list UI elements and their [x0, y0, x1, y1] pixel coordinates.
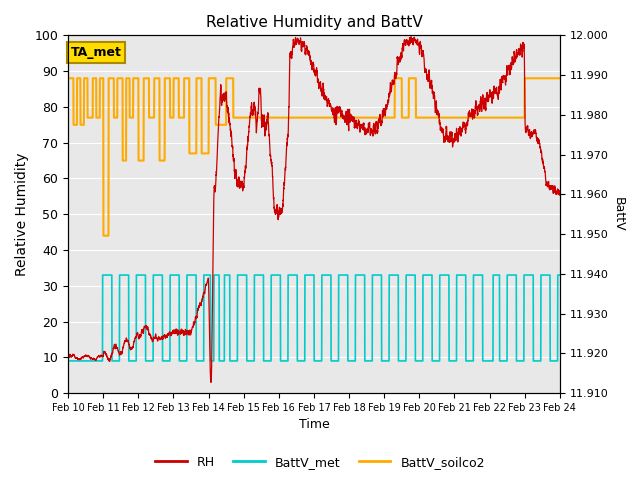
Y-axis label: BattV: BattV [612, 197, 625, 231]
Text: TA_met: TA_met [70, 46, 122, 59]
Y-axis label: Relative Humidity: Relative Humidity [15, 153, 29, 276]
Legend: RH, BattV_met, BattV_soilco2: RH, BattV_met, BattV_soilco2 [150, 451, 490, 474]
Title: Relative Humidity and BattV: Relative Humidity and BattV [205, 15, 422, 30]
X-axis label: Time: Time [299, 419, 330, 432]
